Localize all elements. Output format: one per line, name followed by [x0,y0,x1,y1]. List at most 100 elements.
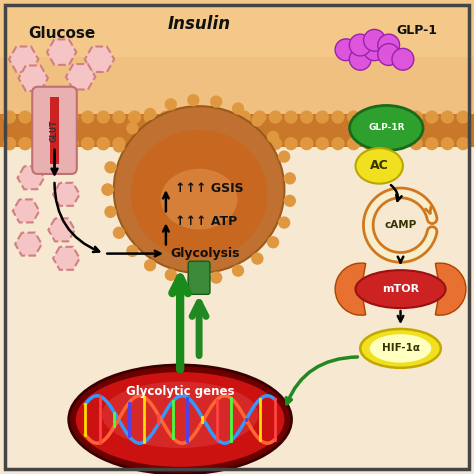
Circle shape [347,110,360,124]
Circle shape [97,137,110,150]
Circle shape [425,110,438,124]
Circle shape [18,137,32,150]
Circle shape [126,122,138,135]
Circle shape [50,110,63,124]
Circle shape [378,34,400,56]
FancyBboxPatch shape [188,261,210,294]
Circle shape [144,110,157,124]
Circle shape [175,110,188,124]
Circle shape [128,137,141,150]
Ellipse shape [161,169,237,229]
Circle shape [191,110,204,124]
Circle shape [283,172,296,184]
Text: mTOR: mTOR [382,284,419,294]
Circle shape [3,137,16,150]
Circle shape [283,195,296,207]
Ellipse shape [356,270,446,308]
Circle shape [425,137,438,150]
Text: cAMP: cAMP [384,220,417,230]
Circle shape [349,34,371,56]
Circle shape [363,110,376,124]
Circle shape [210,95,222,108]
Circle shape [410,137,423,150]
Circle shape [3,137,16,150]
Circle shape [128,110,141,124]
Circle shape [378,44,400,65]
Circle shape [97,110,110,124]
Circle shape [65,110,79,124]
Wedge shape [435,263,466,315]
Circle shape [34,110,47,124]
Ellipse shape [370,334,431,363]
Circle shape [269,137,282,150]
Circle shape [278,217,290,229]
Bar [50,97,59,164]
Circle shape [144,108,156,120]
Circle shape [206,137,219,150]
Circle shape [237,137,251,150]
Circle shape [210,272,222,284]
Circle shape [144,137,157,150]
Ellipse shape [102,382,258,448]
Wedge shape [335,263,366,315]
Circle shape [441,110,454,124]
Circle shape [175,137,188,150]
Text: AC: AC [370,159,389,173]
Circle shape [456,137,470,150]
Text: Glycolytic genes: Glycolytic genes [126,384,234,398]
Circle shape [3,110,16,124]
Circle shape [278,150,290,163]
Circle shape [284,137,298,150]
Circle shape [378,110,392,124]
Circle shape [300,137,313,150]
Circle shape [441,137,454,150]
Text: GLUT: GLUT [50,119,59,142]
Circle shape [206,110,219,124]
Circle shape [97,137,110,150]
Circle shape [18,137,32,150]
Circle shape [113,227,125,239]
Circle shape [144,259,156,272]
Circle shape [164,269,177,281]
Text: Glycolysis: Glycolysis [171,247,240,260]
Circle shape [378,137,392,150]
Circle shape [104,206,117,218]
Circle shape [456,110,470,124]
Text: GLP-1R: GLP-1R [368,124,405,132]
Circle shape [187,273,200,285]
Circle shape [34,137,47,150]
Circle shape [222,110,235,124]
Circle shape [392,48,414,70]
Circle shape [34,137,47,150]
Circle shape [81,110,94,124]
Circle shape [269,110,282,124]
Ellipse shape [114,106,284,273]
Circle shape [284,110,298,124]
Circle shape [237,110,251,124]
Circle shape [300,110,313,124]
Circle shape [50,137,63,150]
Circle shape [81,137,94,150]
Circle shape [104,161,117,173]
Text: ↑↑↑ GSIS: ↑↑↑ GSIS [175,182,244,195]
Circle shape [331,137,345,150]
Circle shape [335,39,357,61]
Circle shape [159,110,173,124]
Circle shape [267,236,279,248]
Circle shape [50,137,63,150]
Circle shape [232,264,244,277]
Circle shape [394,110,407,124]
Circle shape [363,137,376,150]
Text: HIF-1α: HIF-1α [382,343,419,354]
FancyBboxPatch shape [32,87,77,174]
Circle shape [251,114,264,127]
Ellipse shape [69,365,292,474]
Circle shape [316,137,329,150]
Circle shape [18,110,32,124]
Circle shape [101,183,114,196]
Circle shape [191,137,204,150]
Ellipse shape [360,329,441,368]
Circle shape [364,39,385,61]
Circle shape [65,137,79,150]
Text: ↑↑↑ ATP: ↑↑↑ ATP [175,215,237,228]
